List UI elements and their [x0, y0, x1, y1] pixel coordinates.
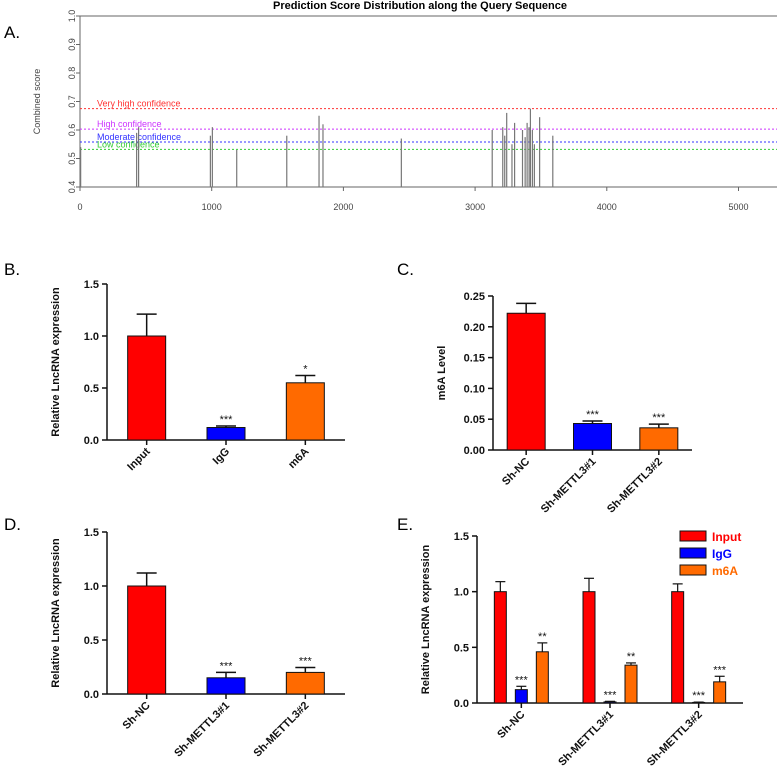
bar [206, 427, 246, 441]
significance-marker: *** [604, 689, 618, 701]
y-axis-label: Relative LncRNA expression [420, 545, 432, 695]
threshold-label: High confidence [97, 119, 162, 129]
bar [573, 423, 612, 451]
panel-label-d: D. [4, 515, 21, 534]
bar [285, 382, 325, 441]
y-tick-label: 0.5 [84, 635, 99, 647]
y-tick-label: 0.25 [464, 291, 485, 303]
x-tick-label: m6A [286, 446, 311, 471]
bar [493, 591, 507, 704]
bar [535, 651, 549, 704]
x-tick-label: Sh-NC [500, 456, 532, 488]
y-tick-label: 1.5 [84, 527, 99, 539]
x-tick-label: Sh-METTL3#2 [252, 700, 312, 760]
threshold-label: Low confidence [97, 139, 160, 149]
bar [285, 671, 325, 695]
bar [639, 427, 679, 451]
y-tick-label: 0.00 [464, 445, 485, 457]
panel-label-b: B. [4, 260, 20, 279]
legend-swatch [679, 530, 707, 542]
y-axis-label: Relative LncRNA expression [50, 538, 62, 688]
significance-marker: *** [220, 660, 234, 672]
y-tick-label: 1.5 [454, 531, 469, 543]
y-tick-label: 0.5 [67, 152, 77, 165]
y-tick-label: 0.0 [84, 689, 99, 701]
y-tick-label: 0.05 [464, 414, 485, 426]
y-tick-label: 0.15 [464, 353, 485, 365]
y-tick-label: 1.5 [84, 279, 99, 291]
x-tick-label: Sh-NC [495, 709, 527, 741]
x-tick-label: Sh-METTL3#1 [556, 709, 616, 769]
y-tick-label: 0.6 [67, 124, 77, 137]
legend-label: IgG [712, 547, 732, 561]
panel-label-e: E. [397, 515, 413, 534]
x-tick-label: Input [125, 445, 153, 473]
y-tick-label: 0.9 [67, 38, 77, 51]
panel-label-a: A. [4, 23, 20, 42]
bar [506, 312, 546, 451]
y-tick-label: 0.5 [454, 642, 469, 654]
legend-label: m6A [712, 564, 738, 578]
plot-frame [79, 15, 777, 188]
bar-chart-e: 0.00.51.01.5*****Sh-NC*****Sh-METTL3#1**… [420, 530, 743, 769]
y-tick-label: 0.20 [464, 322, 485, 334]
y-axis-label: Combined score [32, 69, 42, 135]
x-tick-label: 1000 [202, 202, 222, 212]
legend-swatch [679, 564, 707, 576]
significance-marker: *** [220, 414, 234, 426]
x-tick-label: 4000 [597, 202, 617, 212]
chart-title: Prediction Score Distribution along the … [273, 0, 567, 12]
y-axis-label: Relative LncRNA expression [50, 287, 62, 437]
y-tick-label: 0.10 [464, 383, 485, 395]
bar-chart-c: 0.00 0.05 0.10 0.15 0.20 0.25 Sh-NC *** Sh-METTL… [436, 291, 692, 516]
significance-marker: *** [713, 664, 727, 676]
y-tick-label: 0.0 [454, 698, 469, 710]
bar [603, 701, 617, 704]
threshold-label: Very high confidence [97, 99, 181, 109]
significance-marker: *** [586, 409, 600, 421]
y-tick-label: 0.8 [67, 67, 77, 80]
bar [582, 591, 596, 704]
bar [514, 689, 528, 704]
score-distribution-chart: Prediction Score Distribution along the … [32, 0, 777, 212]
y-tick-label: 0.0 [84, 435, 99, 447]
significance-marker: * [303, 364, 308, 376]
y-tick-label: 1.0 [454, 587, 469, 599]
bar-chart-d: 0.0 0.5 1.0 1.5 Sh-NC *** Sh-METTL3#1 *** Sh-MET… [50, 527, 345, 760]
x-tick-label: Sh-METTL3#2 [645, 709, 705, 769]
y-tick-label: 1.0 [84, 581, 99, 593]
x-tick-label: Sh-METTL3#2 [605, 456, 665, 516]
y-tick-label: 0.7 [67, 95, 77, 108]
bar-chart-b: 0.0 0.5 1.0 1.5 Input *** IgG * m6A Relative LncR… [50, 279, 345, 473]
bar [127, 585, 167, 695]
y-tick-label: 0.4 [67, 181, 77, 194]
y-axis-label: m6A Level [436, 346, 448, 401]
y-tick-label: 1.0 [67, 10, 77, 23]
x-tick-label: 5000 [728, 202, 748, 212]
y-tick-label: 0.5 [84, 383, 99, 395]
y-tick-label: 1.0 [84, 331, 99, 343]
x-tick-label: Sh-NC [121, 700, 153, 732]
significance-marker: *** [515, 674, 529, 686]
bar [671, 591, 685, 704]
significance-marker: *** [692, 690, 706, 702]
bar [127, 335, 167, 441]
x-tick-label: IgG [211, 446, 232, 467]
x-tick-label: 0 [77, 202, 82, 212]
significance-marker: ** [538, 631, 547, 643]
x-tick-label: Sh-METTL3#1 [539, 456, 599, 516]
significance-marker: *** [299, 656, 313, 668]
x-tick-label: Sh-METTL3#1 [172, 700, 232, 760]
significance-marker: *** [652, 412, 666, 424]
bar [713, 681, 727, 704]
legend-swatch [679, 547, 707, 559]
bar [206, 677, 246, 695]
bar [624, 664, 638, 704]
x-tick-label: 2000 [333, 202, 353, 212]
panel-label-c: C. [397, 260, 414, 279]
significance-marker: ** [627, 651, 636, 663]
legend-label: Input [712, 530, 741, 544]
x-tick-label: 3000 [465, 202, 485, 212]
